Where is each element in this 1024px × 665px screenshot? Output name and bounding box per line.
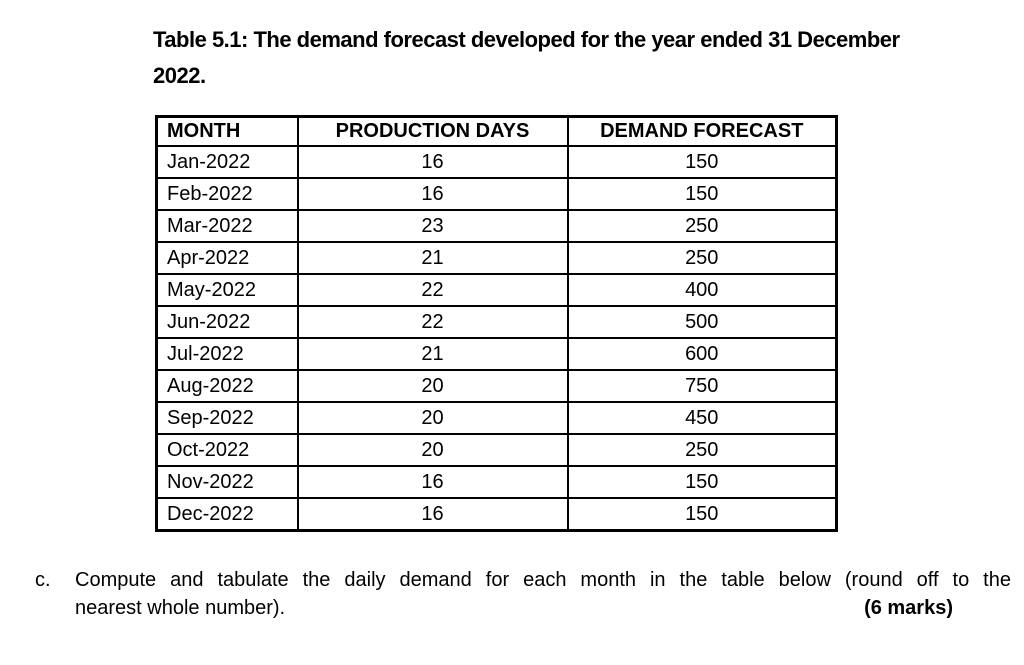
cell-month: Jul-2022 <box>155 337 299 371</box>
cell-demand-forecast: 600 <box>566 337 838 371</box>
cell-demand-forecast: 250 <box>566 209 838 243</box>
cell-demand-forecast: 250 <box>566 433 838 467</box>
cell-demand-forecast: 500 <box>566 305 838 339</box>
cell-demand-forecast: 150 <box>566 177 838 211</box>
table-row: Jan-2022 16 150 <box>155 145 838 179</box>
cell-month: Apr-2022 <box>155 241 299 275</box>
cell-month: Sep-2022 <box>155 401 299 435</box>
cell-demand-forecast: 450 <box>566 401 838 435</box>
question-letter: c. <box>35 569 51 591</box>
cell-month: Oct-2022 <box>155 433 299 467</box>
column-header-month: MONTH <box>155 115 299 147</box>
table-caption: Table 5.1: The demand forecast developed… <box>153 22 953 94</box>
cell-month: Aug-2022 <box>155 369 299 403</box>
cell-demand-forecast: 150 <box>566 465 838 499</box>
cell-production-days: 20 <box>296 401 569 435</box>
table-row: Nov-2022 16 150 <box>155 465 838 499</box>
table-row: Feb-2022 16 150 <box>155 177 838 211</box>
cell-month: Jan-2022 <box>155 145 299 179</box>
table-row: Jun-2022 22 500 <box>155 305 838 339</box>
column-header-production-days: PRODUCTION DAYS <box>296 115 569 147</box>
cell-production-days: 22 <box>296 305 569 339</box>
question-text-line1: Compute and tabulate the daily demand fo… <box>75 569 1011 591</box>
cell-production-days: 22 <box>296 273 569 307</box>
cell-production-days: 16 <box>296 465 569 499</box>
cell-production-days: 21 <box>296 337 569 371</box>
demand-forecast-table: MONTH PRODUCTION DAYS DEMAND FORECAST Ja… <box>155 115 838 532</box>
cell-demand-forecast: 750 <box>566 369 838 403</box>
cell-month: Dec-2022 <box>155 497 299 532</box>
question-text-line2: nearest whole number). (6 marks) <box>75 594 1011 622</box>
marks-label: (6 marks) <box>864 597 953 619</box>
cell-demand-forecast: 150 <box>566 497 838 532</box>
cell-month: May-2022 <box>155 273 299 307</box>
table-row: Jul-2022 21 600 <box>155 337 838 371</box>
table-header-row: MONTH PRODUCTION DAYS DEMAND FORECAST <box>155 115 838 147</box>
cell-month: Mar-2022 <box>155 209 299 243</box>
cell-production-days: 16 <box>296 177 569 211</box>
cell-production-days: 23 <box>296 209 569 243</box>
cell-production-days: 21 <box>296 241 569 275</box>
cell-month: Nov-2022 <box>155 465 299 499</box>
cell-month: Jun-2022 <box>155 305 299 339</box>
table-row: Apr-2022 21 250 <box>155 241 838 275</box>
caption-line2: 2022. <box>153 63 206 88</box>
table-row: Mar-2022 23 250 <box>155 209 838 243</box>
cell-demand-forecast: 400 <box>566 273 838 307</box>
table-row: May-2022 22 400 <box>155 273 838 307</box>
cell-production-days: 16 <box>296 145 569 179</box>
column-header-demand-forecast: DEMAND FORECAST <box>566 115 838 147</box>
table-row: Aug-2022 20 750 <box>155 369 838 403</box>
cell-demand-forecast: 250 <box>566 241 838 275</box>
cell-month: Feb-2022 <box>155 177 299 211</box>
question-c: c. Compute and tabulate the daily demand… <box>35 566 1011 622</box>
cell-production-days: 16 <box>296 497 569 532</box>
question-text-line2-text: nearest whole number). <box>75 597 286 619</box>
table-row: Dec-2022 16 150 <box>155 497 838 532</box>
cell-production-days: 20 <box>296 369 569 403</box>
question-text: Compute and tabulate the daily demand fo… <box>75 566 1011 622</box>
cell-demand-forecast: 150 <box>566 145 838 179</box>
table-row: Oct-2022 20 250 <box>155 433 838 467</box>
table-row: Sep-2022 20 450 <box>155 401 838 435</box>
caption-line1: Table 5.1: The demand forecast developed… <box>153 27 900 52</box>
cell-production-days: 20 <box>296 433 569 467</box>
table-body: Jan-2022 16 150 Feb-2022 16 150 Mar-2022 23 250 A… <box>155 145 838 532</box>
